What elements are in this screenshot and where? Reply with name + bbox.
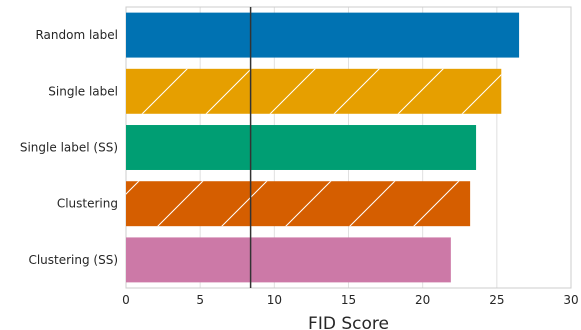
bar	[126, 12, 520, 58]
x-tick-label: 20	[415, 293, 430, 307]
x-tick-label: 15	[341, 293, 356, 307]
bar	[126, 237, 451, 283]
x-tick-label: 30	[563, 293, 578, 307]
x-tick-label: 0	[122, 293, 130, 307]
x-tick-label: 5	[196, 293, 204, 307]
category-label: Random label	[35, 28, 118, 42]
category-labels: Random label Single label Single label (SS…	[20, 28, 118, 267]
x-axis-title: FID Score	[308, 314, 389, 330]
category-label: Single label	[48, 84, 118, 98]
x-tick-labels: 0 5 10 15 20 25 30	[122, 293, 578, 307]
x-tick-label: 25	[489, 293, 504, 307]
bar-hatch	[126, 68, 502, 114]
bars	[126, 12, 520, 283]
x-tick-label: 10	[267, 293, 282, 307]
bar-hatch	[126, 181, 471, 227]
category-label: Clustering	[57, 197, 118, 211]
bar	[126, 125, 477, 170]
category-label: Clustering (SS)	[28, 253, 118, 267]
category-label: Single label (SS)	[20, 141, 118, 155]
